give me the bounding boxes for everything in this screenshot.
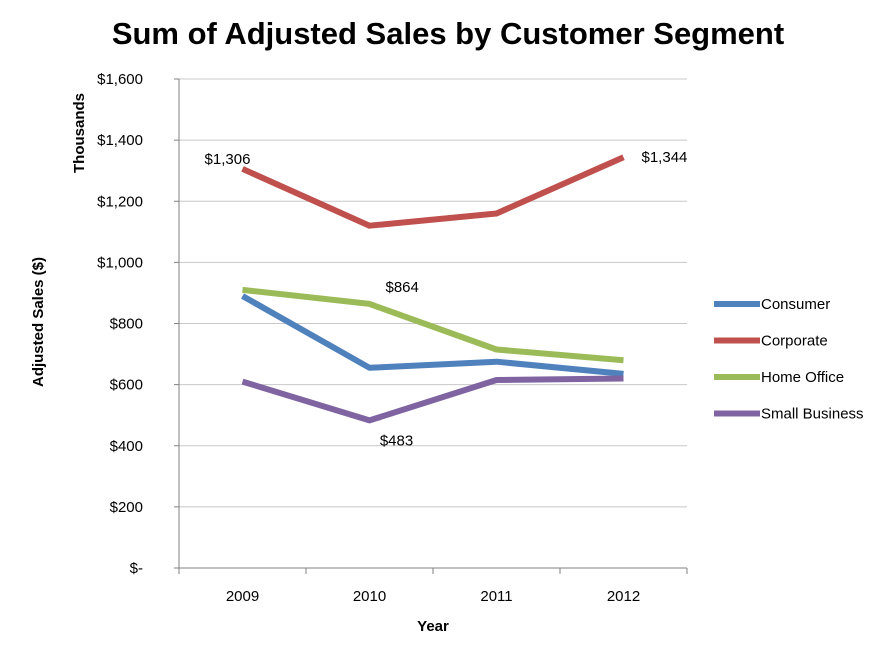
legend-label-corporate: Corporate: [761, 333, 828, 350]
y-tick-labels: $- $200 $400 $600 $800 $1,000 $1,200 $1,400 $1,6…: [97, 71, 143, 577]
y-tick-label: $1,000: [97, 254, 143, 271]
data-label-home-office: $864: [386, 279, 419, 296]
gridlines: [179, 78, 687, 508]
y-tick-label: $1,200: [97, 193, 143, 210]
series-line-corporate: [241, 154, 625, 229]
legend-label-home-office: Home Office: [761, 369, 844, 386]
x-tick-label: 2011: [480, 588, 512, 605]
legend-label-small-business: Small Business: [761, 406, 864, 423]
y-axis-unit-label: Thousands: [71, 93, 88, 173]
legend: Consumer Corporate Home Office Small Busine…: [714, 296, 864, 423]
y-axis-title: Adjusted Sales ($): [30, 257, 47, 387]
y-tick-label: $400: [110, 438, 143, 455]
x-tick-labels: 2009 2010 2011 2012: [226, 588, 640, 605]
y-tick-label: $1,400: [97, 132, 143, 149]
axes: [174, 78, 688, 574]
x-tick-label: 2009: [226, 588, 259, 605]
y-tick-label: $1,600: [97, 71, 143, 88]
x-tick-label: 2010: [353, 588, 386, 605]
y-tick-label: $800: [110, 316, 143, 333]
data-labels: $1,306 $1,344 $864 $483: [205, 149, 688, 449]
data-label-corporate: $1,344: [642, 149, 688, 166]
y-tick-label: $-: [130, 560, 143, 577]
y-tick-label: $200: [110, 499, 143, 516]
x-axis-title: Year: [417, 618, 449, 635]
data-label-corporate: $1,306: [205, 151, 251, 168]
legend-label-consumer: Consumer: [761, 296, 830, 313]
series-line-consumer: [241, 293, 624, 377]
series-line-small-business: [241, 375, 624, 424]
chart-title: Sum of Adjusted Sales by Customer Segmen…: [112, 16, 784, 51]
y-tick-label: $600: [110, 377, 143, 394]
data-label-small-business: $483: [380, 432, 413, 449]
x-tick-label: 2012: [607, 588, 640, 605]
series-lines: [241, 154, 625, 424]
series-line-home-office: [242, 286, 624, 364]
